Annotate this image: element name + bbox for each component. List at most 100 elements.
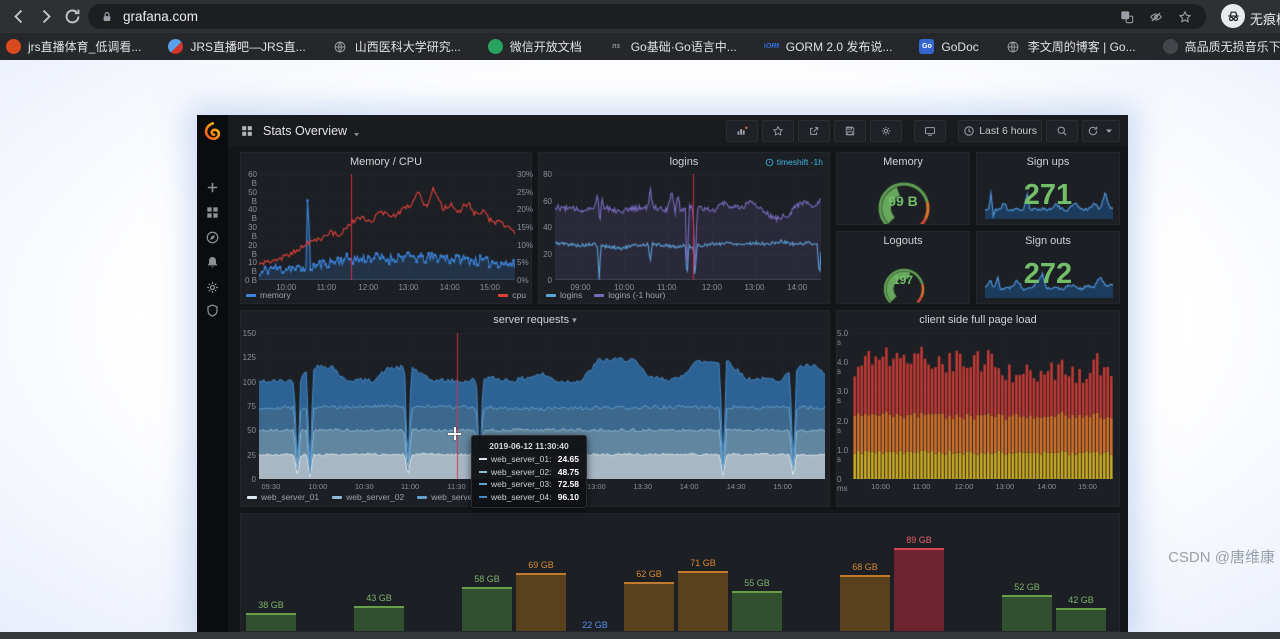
bar-71gb[interactable] xyxy=(678,570,728,631)
configuration-icon[interactable] xyxy=(205,280,220,295)
panel-title[interactable]: Sign outs xyxy=(1025,235,1071,247)
forward-icon[interactable] xyxy=(37,7,56,26)
bookmark-label: jrs直播体育_低调看... xyxy=(28,40,142,54)
bar-38gb[interactable] xyxy=(246,612,296,631)
bookmark-label: 微信开放文档 xyxy=(509,40,582,54)
bookmark-label: GoDoc xyxy=(941,39,979,54)
legend-item[interactable]: cpu xyxy=(498,290,526,300)
stat-value: 272 xyxy=(1023,258,1073,290)
bar-89gb[interactable] xyxy=(894,547,944,631)
legend-label: web_server_02 xyxy=(346,492,405,502)
panel-title[interactable]: client side full page load xyxy=(919,314,1037,326)
y-axis-label: 20 xyxy=(543,249,552,259)
panel-logouts-gauge[interactable]: Logouts 197 xyxy=(836,231,970,304)
incognito-icon[interactable] xyxy=(1221,4,1245,28)
chevron-down-icon[interactable] xyxy=(352,126,361,137)
admin-icon[interactable] xyxy=(205,303,220,318)
dashboards-icon[interactable] xyxy=(205,205,220,220)
x-axis-label: 10:00 xyxy=(276,283,297,292)
panel-title[interactable]: server requests ▾ xyxy=(493,314,577,326)
y-axis-label: 40 xyxy=(543,223,552,232)
dashboard-title[interactable]: Stats Overview xyxy=(263,123,348,138)
time-range-button[interactable]: Last 6 hours xyxy=(958,119,1042,142)
bar-62gb[interactable] xyxy=(624,582,674,631)
address-bar[interactable]: grafana.com xyxy=(88,4,1206,29)
panel-server-requests[interactable]: server requests ▾ web_server_01 web_serve… xyxy=(240,310,830,508)
legend-item[interactable]: web_server_02 xyxy=(332,492,404,502)
dashboard-grid-icon[interactable] xyxy=(240,124,254,138)
reload-icon[interactable] xyxy=(63,7,82,26)
panel-title[interactable]: Sign ups xyxy=(1026,156,1070,168)
bar-42gb[interactable] xyxy=(1056,607,1106,631)
tooltip-row: web_server_02: 48.75 xyxy=(479,467,579,477)
translate-icon[interactable] xyxy=(1120,10,1134,24)
dashboard-navbar: Stats Overview Last 6 hours xyxy=(228,115,1128,146)
legend-item[interactable]: logins xyxy=(546,290,582,300)
bookmark-item[interactable]: 微信开放文档 xyxy=(487,38,582,55)
bookmark-item[interactable]: 高品质无损音乐下... xyxy=(1162,38,1280,55)
panel-sign-outs[interactable]: Sign outs 272 xyxy=(976,231,1120,304)
legend-item[interactable]: web_server_01 xyxy=(247,492,319,502)
bar-52gb[interactable] xyxy=(1002,594,1052,631)
plus-icon[interactable] xyxy=(205,180,220,195)
save-button[interactable] xyxy=(834,119,867,142)
tooltip-timestamp: 2019-06-12 11:30:40 xyxy=(489,441,569,451)
back-icon[interactable] xyxy=(9,7,28,26)
gear-button[interactable] xyxy=(870,119,903,142)
grafana-logo-icon[interactable] xyxy=(197,115,228,147)
bookmark-item[interactable]: jrs直播体育_低调看... xyxy=(6,38,141,55)
bookmark-label: JRS直播吧—JRS直... xyxy=(190,40,306,54)
share-button[interactable] xyxy=(798,119,831,142)
panel-title[interactable]: Memory xyxy=(883,156,923,168)
bookmark-item[interactable]: GORM GORM 2.0 发布说... xyxy=(764,38,893,55)
y-axis-label: 20% xyxy=(517,205,534,215)
zoom-out-button[interactable] xyxy=(1046,119,1078,142)
bookmark-item[interactable]: ns Go基础·Go语言中... xyxy=(609,38,737,55)
bottom-strip xyxy=(0,632,1280,639)
legend-item[interactable]: logins (-1 hour) xyxy=(594,290,665,300)
y-axis-label: 1.0 s xyxy=(837,445,849,464)
bookmark-item[interactable]: 李文周的博客 | Go... xyxy=(1006,38,1136,55)
bar-value-label: 38 GB xyxy=(258,599,284,610)
x-axis-label: 11:00 xyxy=(657,283,677,292)
page-load-graph[interactable] xyxy=(853,333,1113,479)
panel-page-load[interactable]: client side full page load 5.0 s 4.0 s 3.0… xyxy=(836,310,1120,507)
bar-55gb[interactable] xyxy=(732,591,782,631)
music-favicon xyxy=(1162,39,1178,54)
panel-title[interactable]: Logouts xyxy=(883,235,923,247)
legend-item[interactable]: web_server_03 xyxy=(417,492,489,502)
panel-sign-ups[interactable]: Sign ups 271 xyxy=(976,152,1120,225)
bookmark-item[interactable]: JRS直播吧—JRS直... xyxy=(168,38,306,55)
bookmark-star-icon[interactable] xyxy=(1178,10,1192,24)
timeshift-tag[interactable]: timeshift -1h xyxy=(765,157,823,167)
panel-disk-bars[interactable]: 38 GB 43 GB 58 GB 69 GB 22 GB 62 GB 71 GB 55 GB… xyxy=(240,513,1120,632)
legend-label: web_server_01 xyxy=(261,492,320,502)
star-button[interactable] xyxy=(762,119,795,142)
explore-icon[interactable] xyxy=(205,230,220,245)
refresh-button[interactable] xyxy=(1082,119,1120,142)
memory-cpu-graph[interactable] xyxy=(259,174,515,280)
url-text[interactable]: grafana.com xyxy=(123,9,199,24)
jrs-tv-favicon xyxy=(168,39,184,54)
bookmark-item[interactable]: 山西医科大学研究... xyxy=(333,38,461,55)
panel-logins[interactable]: logins timeshift -1h logins logins (-1 ho… xyxy=(538,152,830,304)
y-axis-label: 5.0 s xyxy=(837,329,849,347)
bar-69gb[interactable] xyxy=(516,573,566,631)
bar-43gb[interactable] xyxy=(354,606,404,631)
x-axis-label: 12:00 xyxy=(358,283,379,292)
alerting-icon[interactable] xyxy=(205,255,220,270)
x-axis-label: 13:00 xyxy=(995,482,1015,491)
panel-memory-gauge[interactable]: Memory 99 B xyxy=(836,152,970,225)
bar-value-label: 58 GB xyxy=(474,574,500,585)
panel-title[interactable]: Memory / CPU xyxy=(349,156,423,168)
bar-68gb[interactable] xyxy=(840,574,890,631)
bookmark-item[interactable]: Go GoDoc xyxy=(919,39,979,54)
eye-off-icon[interactable] xyxy=(1149,10,1163,24)
legend-item[interactable]: memory xyxy=(246,290,291,300)
panel-add-button[interactable] xyxy=(726,119,759,142)
logins-graph[interactable] xyxy=(555,174,821,280)
bar-58gb[interactable] xyxy=(462,587,512,631)
panel-title[interactable]: logins xyxy=(669,156,699,168)
tv-button[interactable] xyxy=(914,119,947,142)
